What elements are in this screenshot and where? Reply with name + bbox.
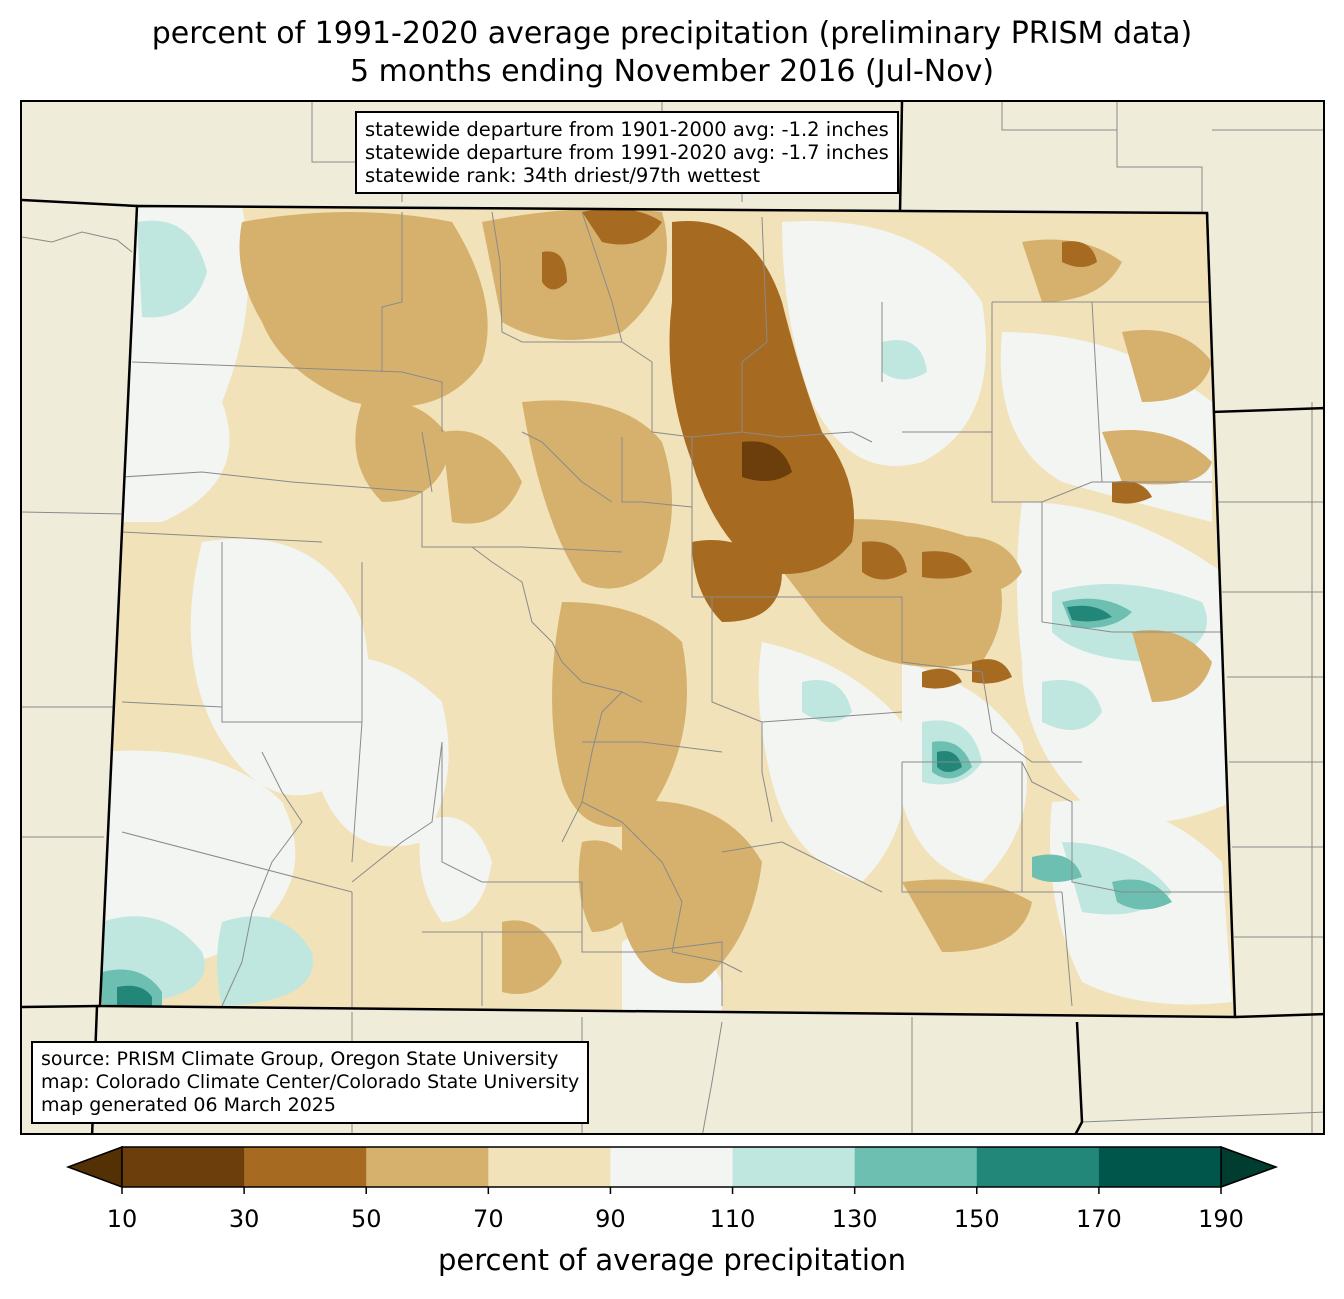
colorado-border: [98, 204, 1237, 1019]
colorbar-cell: [1098, 1147, 1222, 1187]
colorbar-cell: [366, 1147, 489, 1187]
precipitation-map: [20, 100, 1325, 1135]
colorbar-tick-label: 170: [1075, 1205, 1122, 1233]
colorbar-cell: [244, 1147, 367, 1187]
colorbar-cell: [854, 1147, 978, 1187]
credits-box: source: PRISM Climate Group, Oregon Stat…: [31, 1041, 590, 1124]
colorbar-cell: [122, 1147, 245, 1187]
map-title: percent of 1991-2020 average precipitati…: [151, 16, 1193, 51]
stats-line-3: statewide rank: 34th driest/97th wettest: [365, 164, 760, 187]
colorbar-tick-label: 110: [709, 1205, 756, 1233]
county-lines: [121, 211, 1235, 1012]
credit-line-2: map: Colorado Climate Center/Colorado St…: [41, 1071, 580, 1093]
colorbar-tick-label: 10: [106, 1205, 138, 1233]
colorbar-over-arrow: [1220, 1145, 1279, 1189]
colorbar-tick-label: 150: [953, 1205, 1000, 1233]
colorbar-tick-label: 190: [1198, 1205, 1244, 1233]
map-subtitle: 5 months ending November 2016 (Jul-Nov): [349, 54, 995, 89]
statewide-stats-box: statewide departure from 1901-2000 avg: …: [355, 111, 899, 194]
colorbar-under-arrow: [65, 1145, 123, 1189]
colorbar-tick-label: 70: [473, 1205, 504, 1233]
colorbar-cell: [488, 1147, 611, 1187]
colorbar: [65, 1145, 1279, 1194]
credit-line-1: source: PRISM Climate Group, Oregon Stat…: [41, 1048, 559, 1070]
precipitation-field: [100, 206, 1235, 1017]
map-canvas: [22, 102, 1323, 1133]
colorbar-cell: [732, 1147, 856, 1187]
colorbar-tick-label: 30: [228, 1205, 260, 1233]
colorbar-tick-label: 50: [350, 1205, 382, 1233]
colorbar-cell: [976, 1147, 1100, 1187]
colorbar-frame: [121, 1146, 1222, 1188]
stats-line-2: statewide departure from 1991-2020 avg: …: [365, 141, 889, 164]
colorbar-label: percent of average precipitation: [437, 1243, 907, 1277]
colorbar-tick-label: 90: [595, 1205, 626, 1233]
stats-line-1: statewide departure from 1901-2000 avg: …: [365, 118, 889, 141]
colorbar-cell: [610, 1147, 734, 1187]
credit-line-3: map generated 06 March 2025: [41, 1094, 336, 1116]
colorbar-tick-label: 130: [831, 1205, 878, 1233]
